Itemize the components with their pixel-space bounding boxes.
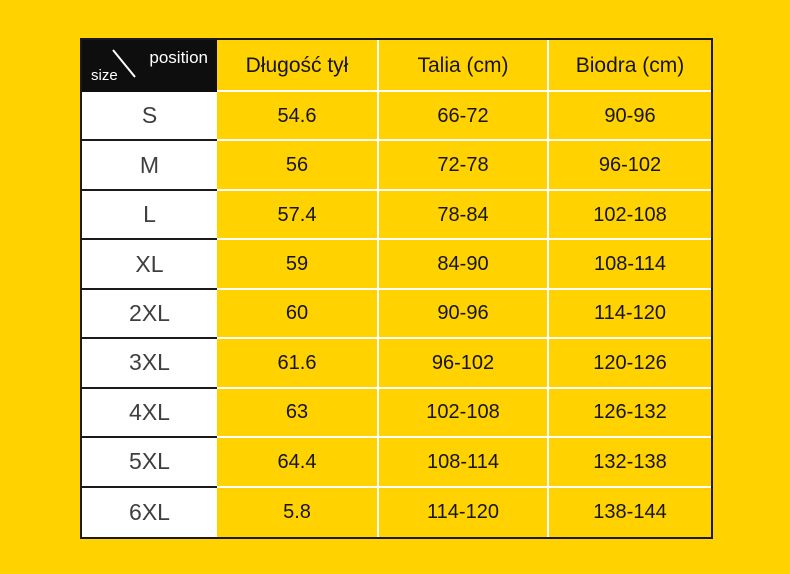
cell-talia: 102-108: [377, 388, 547, 439]
cell-biodra: 102-108: [547, 190, 711, 241]
cell-biodra: 132-138: [547, 438, 711, 488]
row-header-size: 3XL: [82, 339, 217, 389]
cell-dlugosc-tyl: 60: [217, 289, 377, 340]
corner-diagonal-line-icon: [112, 49, 136, 78]
cell-talia: 72-78: [377, 141, 547, 191]
row-header-size: 6XL: [82, 487, 217, 537]
cell-talia: 90-96: [377, 289, 547, 340]
cell-biodra: 114-120: [547, 289, 711, 340]
cell-dlugosc-tyl: 61.6: [217, 339, 377, 389]
row-header-size: S: [82, 92, 217, 142]
cell-dlugosc-tyl: 56: [217, 141, 377, 191]
row-header-size: 4XL: [82, 388, 217, 439]
corner-header-cell: position size: [82, 40, 217, 92]
row-header-size: 2XL: [82, 289, 217, 340]
size-chart-table: position size Długość tył Talia (cm) Bio…: [80, 38, 713, 539]
cell-talia: 114-120: [377, 487, 547, 537]
cell-biodra: 90-96: [547, 92, 711, 142]
cell-dlugosc-tyl: 57.4: [217, 190, 377, 241]
cell-biodra: 126-132: [547, 388, 711, 439]
corner-col-axis-label: position: [149, 48, 208, 67]
cell-talia: 108-114: [377, 438, 547, 488]
cell-dlugosc-tyl: 64.4: [217, 438, 377, 488]
cell-talia: 66-72: [377, 92, 547, 142]
cell-biodra: 138-144: [547, 487, 711, 537]
column-header-talia: Talia (cm): [377, 40, 547, 92]
cell-dlugosc-tyl: 54.6: [217, 92, 377, 142]
cell-biodra: 108-114: [547, 240, 711, 290]
row-header-size: XL: [82, 240, 217, 290]
cell-biodra: 120-126: [547, 339, 711, 389]
row-header-size: 5XL: [82, 438, 217, 488]
row-header-size: M: [82, 141, 217, 191]
row-header-size: L: [82, 190, 217, 241]
cell-talia: 78-84: [377, 190, 547, 241]
cell-dlugosc-tyl: 5.8: [217, 487, 377, 537]
cell-biodra: 96-102: [547, 141, 711, 191]
cell-talia: 84-90: [377, 240, 547, 290]
cell-dlugosc-tyl: 59: [217, 240, 377, 290]
column-header-dlugosc-tyl: Długość tył: [217, 40, 377, 92]
cell-talia: 96-102: [377, 339, 547, 389]
column-header-biodra: Biodra (cm): [547, 40, 711, 92]
cell-dlugosc-tyl: 63: [217, 388, 377, 439]
corner-row-axis-label: size: [91, 67, 118, 84]
